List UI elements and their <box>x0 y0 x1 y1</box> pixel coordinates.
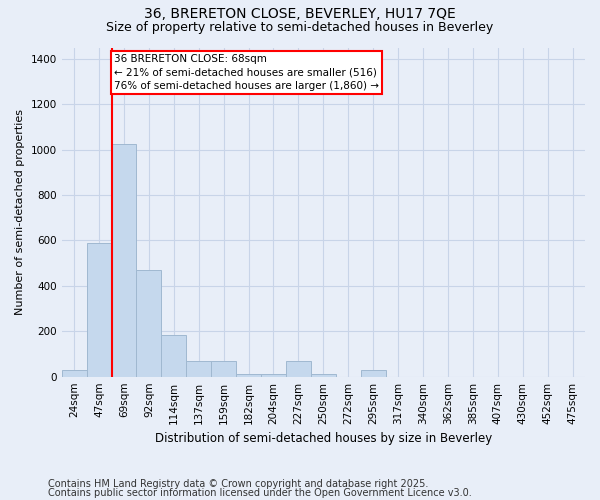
Text: Size of property relative to semi-detached houses in Beverley: Size of property relative to semi-detach… <box>106 21 494 34</box>
Bar <box>211 361 236 376</box>
Bar <box>62 370 86 376</box>
Bar <box>86 242 112 376</box>
Bar <box>136 270 161 376</box>
Bar <box>361 370 386 376</box>
Bar <box>236 374 261 376</box>
Y-axis label: Number of semi-detached properties: Number of semi-detached properties <box>15 109 25 315</box>
Bar <box>311 374 336 376</box>
Bar <box>286 361 311 376</box>
Bar <box>112 144 136 376</box>
Text: 36, BRERETON CLOSE, BEVERLEY, HU17 7QE: 36, BRERETON CLOSE, BEVERLEY, HU17 7QE <box>144 8 456 22</box>
Bar <box>186 361 211 376</box>
Bar <box>261 374 286 376</box>
Text: Contains HM Land Registry data © Crown copyright and database right 2025.: Contains HM Land Registry data © Crown c… <box>48 479 428 489</box>
Bar <box>161 334 186 376</box>
X-axis label: Distribution of semi-detached houses by size in Beverley: Distribution of semi-detached houses by … <box>155 432 492 445</box>
Text: Contains public sector information licensed under the Open Government Licence v3: Contains public sector information licen… <box>48 488 472 498</box>
Text: 36 BRERETON CLOSE: 68sqm
← 21% of semi-detached houses are smaller (516)
76% of : 36 BRERETON CLOSE: 68sqm ← 21% of semi-d… <box>114 54 379 90</box>
